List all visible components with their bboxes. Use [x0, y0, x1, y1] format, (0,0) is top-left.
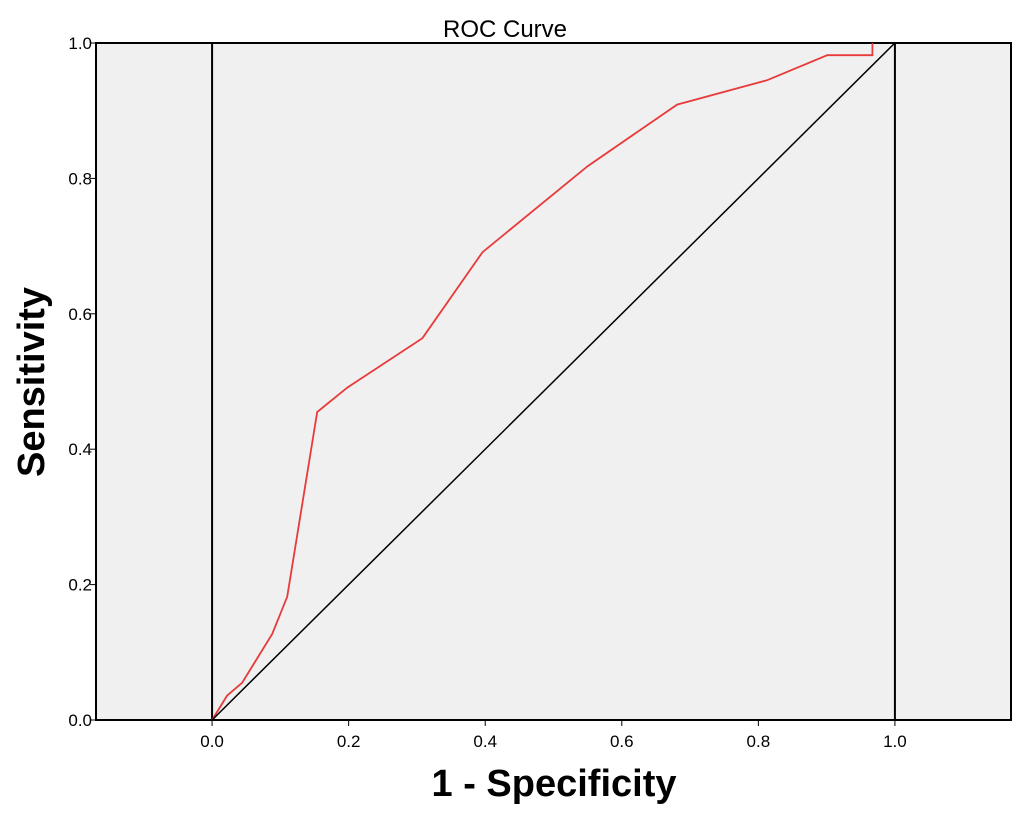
- x-tick-label: 0.4: [473, 732, 497, 751]
- y-tick-label: 0.0: [68, 711, 92, 730]
- x-axis-ticks: 0.0 0.2 0.4 0.6 0.8 1.0: [200, 720, 907, 751]
- y-tick-label: 0.4: [68, 440, 92, 459]
- y-tick-label: 1.0: [68, 34, 92, 53]
- x-tick-label: 0.6: [610, 732, 634, 751]
- plot-overlay: [211, 42, 896, 721]
- y-axis-ticks: 0.0 0.2 0.4 0.6 0.8 1.0: [68, 34, 96, 730]
- x-tick-label: 1.0: [883, 732, 907, 751]
- x-tick-label: 0.8: [747, 732, 771, 751]
- y-axis-label: Sensitivity: [11, 287, 53, 477]
- reference-diagonal-line: [211, 42, 896, 721]
- y-tick-label: 0.8: [68, 169, 92, 188]
- chart-title: ROC Curve: [443, 16, 567, 43]
- roc-curve-line: [211, 43, 874, 721]
- x-axis-label: 1 - Specificity: [432, 763, 677, 805]
- x-tick-label: 0.2: [337, 732, 361, 751]
- y-tick-label: 0.6: [68, 305, 92, 324]
- y-tick-label: 0.2: [68, 576, 92, 595]
- x-tick-label: 0.0: [200, 732, 224, 751]
